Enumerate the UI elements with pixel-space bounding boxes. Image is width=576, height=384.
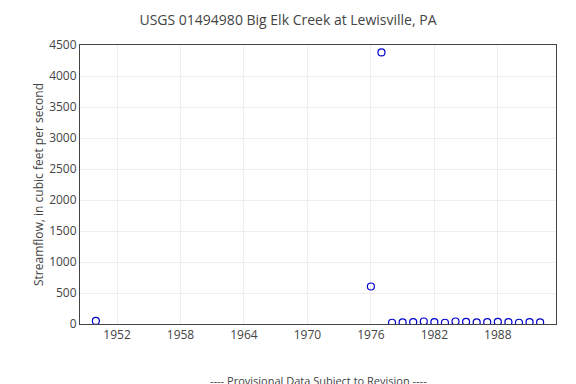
svg-text:1988: 1988 — [484, 326, 512, 343]
svg-text:1958: 1958 — [167, 326, 195, 343]
svg-text:1952: 1952 — [103, 326, 131, 343]
svg-text:2000: 2000 — [49, 191, 77, 208]
svg-text:4000: 4000 — [49, 67, 77, 84]
svg-text:1000: 1000 — [49, 253, 77, 270]
svg-text:3500: 3500 — [49, 98, 77, 115]
svg-text:3000: 3000 — [49, 129, 77, 146]
svg-text:2500: 2500 — [49, 160, 77, 177]
svg-text:1976: 1976 — [357, 326, 385, 343]
svg-text:---- Provisional Data Subject: ---- Provisional Data Subject to Revisio… — [210, 373, 427, 384]
svg-text:USGS 01494980 Big Elk Creek at: USGS 01494980 Big Elk Creek at Lewisvill… — [139, 10, 436, 29]
svg-text:1982: 1982 — [421, 326, 449, 343]
svg-text:1970: 1970 — [294, 326, 322, 343]
svg-text:0: 0 — [70, 315, 77, 332]
svg-text:1500: 1500 — [49, 222, 77, 239]
svg-text:500: 500 — [56, 284, 77, 301]
svg-text:Streamflow, in cubic feet per: Streamflow, in cubic feet per second — [30, 83, 47, 286]
svg-text:4500: 4500 — [49, 36, 77, 53]
svg-text:1964: 1964 — [230, 326, 258, 343]
